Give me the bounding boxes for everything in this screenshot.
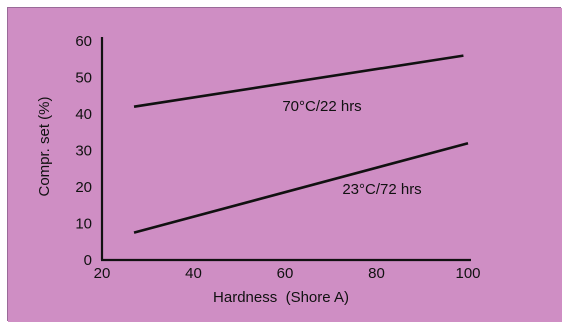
series-line	[133, 141, 469, 234]
chart-background	[8, 8, 562, 322]
y-tick-label: 50	[75, 70, 92, 87]
compression-set-chart: 0 10 20 30 40 50 60 20 40 60 80 100 70°C/22 hrs 23°…	[8, 8, 562, 322]
y-tick-label: 0	[84, 252, 92, 269]
series-group: 70°C/22 hrs 23°C/72 hrs	[133, 54, 469, 234]
y-tick-label: 40	[75, 106, 92, 123]
y-tick-label: 20	[75, 179, 92, 196]
y-axis: 0 10 20 30 40 50 60	[75, 33, 104, 269]
x-tick-label: 100	[455, 265, 480, 282]
x-tick-label: 80	[368, 265, 385, 282]
y-tick-label: 10	[75, 216, 92, 233]
y-tick-label: 30	[75, 143, 92, 160]
series-label: 70°C/22 hrs	[282, 98, 361, 115]
chart-panel: 0 10 20 30 40 50 60 20 40 60 80 100 70°C/22 hrs 23°…	[7, 7, 562, 322]
y-axis-title: Compr. set (%)	[36, 96, 53, 196]
x-tick-label: 40	[185, 265, 202, 282]
series-line	[133, 54, 464, 108]
y-tick-label: 60	[75, 33, 92, 50]
series-label: 23°C/72 hrs	[342, 181, 421, 198]
x-tick-label: 60	[277, 265, 294, 282]
x-axis-title: Hardness (Shore A)	[213, 289, 349, 306]
x-tick-label: 20	[94, 265, 111, 282]
x-axis: 20 40 60 80 100	[94, 258, 481, 282]
